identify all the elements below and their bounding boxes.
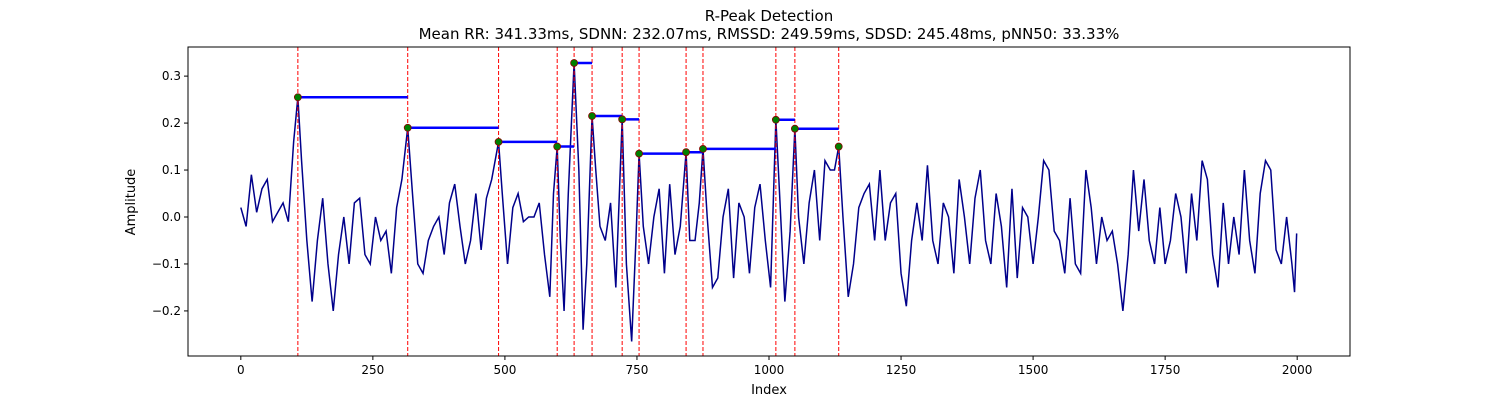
y-tick-label: 0.0 (162, 210, 181, 224)
y-axis-label: Amplitude (124, 169, 139, 236)
r-peak (635, 149, 643, 158)
x-tick-label: 1500 (1018, 363, 1049, 377)
r-peak (553, 142, 562, 151)
r-peak (403, 123, 412, 132)
y-tick-label: −0.2 (152, 304, 181, 318)
y-tick-label: 0.1 (162, 163, 181, 177)
r-peak (834, 142, 843, 151)
x-tick-label: 750 (626, 363, 649, 377)
chart-subtitle: Mean RR: 341.33ms, SDNN: 232.07ms, RMSSD… (419, 25, 1120, 43)
r-peak (570, 59, 579, 67)
y-tick-label: −0.1 (152, 257, 181, 271)
chart-title: R-Peak Detection (705, 7, 833, 25)
r-peak (588, 112, 596, 120)
plot-frame (187, 46, 1351, 357)
r-peak (293, 93, 302, 102)
r-peak (699, 145, 707, 153)
x-tick-label: 500 (493, 363, 516, 377)
r-peak (682, 148, 690, 157)
signal-line (240, 62, 1298, 342)
x-axis-label: Index (751, 383, 787, 398)
x-tick-label: 1750 (1150, 363, 1181, 377)
y-tick-label: 0.2 (162, 116, 181, 130)
x-tick-label: 250 (361, 363, 384, 377)
x-tick-label: 1250 (886, 363, 917, 377)
x-tick-label: 1000 (754, 363, 785, 377)
x-tick-label: 0 (237, 363, 245, 377)
r-peak (618, 115, 627, 124)
y-tick-label: 0.3 (162, 69, 181, 83)
r-peak (790, 124, 799, 133)
x-tick-label: 2000 (1282, 363, 1313, 377)
r-peak (494, 137, 503, 146)
r-peak (771, 115, 780, 124)
